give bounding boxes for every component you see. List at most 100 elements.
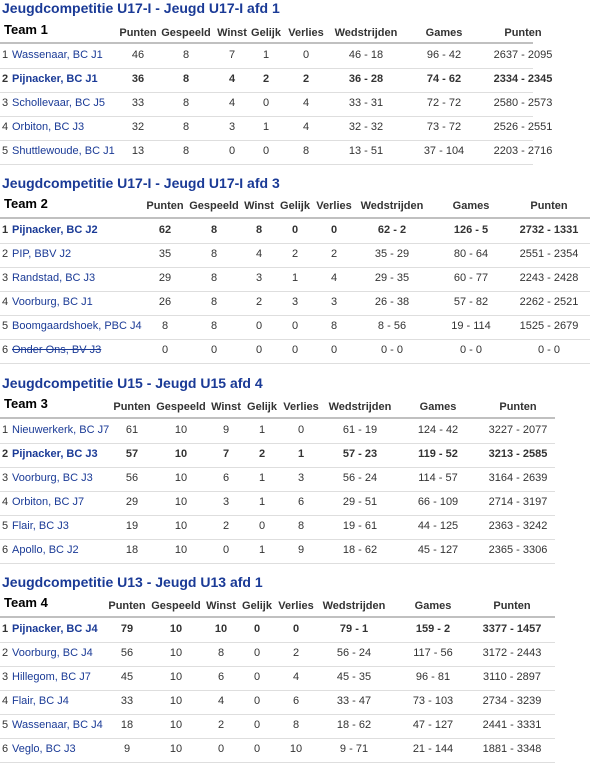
- cell-punten-score: 2243 - 2428: [519, 272, 579, 284]
- cell-gespeeld: 8: [182, 97, 190, 109]
- cell-winst: 2: [255, 296, 263, 308]
- table-row: 3 Voorburg, BC J3 56 10 6 1 3 56 - 24 11…: [0, 467, 555, 492]
- cell-gelijk: 0: [291, 320, 299, 332]
- position: 5: [2, 145, 9, 157]
- team-link[interactable]: Flair, BC J3: [12, 520, 69, 532]
- team-link[interactable]: Pijnacker, BC J1: [12, 73, 98, 85]
- header-verlies: Verlies: [283, 401, 319, 413]
- cell-winst: 2: [217, 719, 225, 731]
- team-link[interactable]: Voorburg, BC J3: [12, 472, 93, 484]
- cell-gelijk: 0: [253, 647, 261, 659]
- cell-punten-score: 2580 - 2573: [493, 97, 553, 109]
- cell-punten: 9: [123, 743, 131, 755]
- team-link[interactable]: Pijnacker, BC J3: [12, 448, 98, 460]
- table-row: 6 Apollo, BC J2 18 10 0 1 9 18 - 62 45 -…: [0, 539, 555, 564]
- team-link[interactable]: Apollo, BC J2: [12, 544, 79, 556]
- cell-wedstrijden: 62 - 2: [377, 224, 407, 236]
- header-gespeeld: Gespeeld: [156, 401, 206, 413]
- position: 1: [2, 224, 9, 236]
- cell-punten-score: 3227 - 2077: [488, 424, 548, 436]
- team-link[interactable]: Orbiton, BC J7: [12, 496, 85, 508]
- cell-verlies: 4: [302, 121, 310, 133]
- team-link[interactable]: Orbiton, BC J3: [12, 121, 85, 133]
- cell-punten-score: 2732 - 1331: [519, 224, 579, 236]
- cell-gespeeld: 10: [174, 544, 188, 556]
- competition-title[interactable]: Jeugdcompetitie U17-I - Jeugd U17-I afd …: [2, 175, 280, 191]
- cell-punten-score: 3377 - 1457: [482, 623, 542, 635]
- cell-games: 73 - 103: [412, 695, 454, 707]
- team-link[interactable]: Veglo, BC J3: [12, 743, 76, 755]
- cell-gespeeld: 8: [182, 73, 190, 85]
- team-link[interactable]: Wassenaar, BC J1: [12, 49, 103, 61]
- cell-gespeeld: 10: [169, 671, 183, 683]
- cell-wedstrijden: 33 - 31: [348, 97, 384, 109]
- table-row: 4 Flair, BC J4 33 10 4 0 6 33 - 47 73 - …: [0, 690, 555, 715]
- position: 1: [2, 49, 9, 61]
- cell-punten: 0: [161, 344, 169, 356]
- cell-winst: 7: [228, 49, 236, 61]
- cell-wedstrijden: 29 - 35: [374, 272, 410, 284]
- cell-punten: 33: [120, 695, 134, 707]
- cell-wedstrijden: 0 - 0: [380, 344, 404, 356]
- team-link[interactable]: Boomgaardshoek, PBC J4: [12, 320, 142, 332]
- team-label: Team 1: [4, 22, 48, 37]
- cell-winst: 4: [228, 97, 236, 109]
- cell-gelijk: 0: [253, 623, 261, 635]
- team-link[interactable]: Hillegom, BC J7: [12, 671, 91, 683]
- cell-wedstrijden: 32 - 32: [348, 121, 384, 133]
- cell-gespeeld: 10: [169, 647, 183, 659]
- team-link[interactable]: Nieuwerkerk, BC J7: [12, 424, 110, 436]
- cell-punten: 36: [131, 73, 145, 85]
- cell-games: 126 - 5: [453, 224, 489, 236]
- team-link[interactable]: Randstad, BC J3: [12, 272, 96, 284]
- position: 2: [2, 647, 9, 659]
- team-link[interactable]: Shuttlewoude, BC J1: [12, 145, 115, 157]
- team-link[interactable]: Wassenaar, BC J4: [12, 719, 103, 731]
- cell-games: 72 - 72: [426, 97, 462, 109]
- team-link[interactable]: Voorburg, BC J4: [12, 647, 93, 659]
- cell-gelijk: 2: [258, 448, 266, 460]
- cell-gelijk: 0: [258, 520, 266, 532]
- position: 2: [2, 448, 9, 460]
- competition-title[interactable]: Jeugdcompetitie U17-I - Jeugd U17-I afd …: [2, 0, 280, 16]
- competition-title[interactable]: Jeugdcompetitie U13 - Jeugd U13 afd 1: [2, 574, 263, 590]
- cell-punten-score: 2441 - 3331: [482, 719, 542, 731]
- cell-gelijk: 0: [253, 695, 261, 707]
- position: 4: [2, 121, 9, 133]
- cell-gelijk: 0: [253, 743, 261, 755]
- team-link[interactable]: Pijnacker, BC J4: [12, 623, 98, 635]
- team-link[interactable]: PIP, BBV J2: [12, 248, 72, 260]
- team-link[interactable]: Pijnacker, BC J2: [12, 224, 98, 236]
- cell-punten-score: 2637 - 2095: [493, 49, 553, 61]
- cell-winst: 4: [217, 695, 225, 707]
- cell-punten: 33: [131, 97, 145, 109]
- team-link[interactable]: Schollevaar, BC J5: [12, 97, 105, 109]
- cell-verlies: 8: [297, 520, 305, 532]
- cell-games: 124 - 42: [417, 424, 459, 436]
- cell-verlies: 0: [302, 49, 310, 61]
- cell-verlies: 3: [330, 296, 338, 308]
- cell-winst: 4: [228, 73, 236, 85]
- team-link[interactable]: Flair, BC J4: [12, 695, 69, 707]
- cell-games: 0 - 0: [459, 344, 483, 356]
- cell-wedstrijden: 56 - 24: [336, 647, 372, 659]
- header-games: Games: [419, 401, 457, 413]
- cell-games: 74 - 62: [426, 73, 462, 85]
- team-link[interactable]: Onder Ons, BV J3: [12, 344, 102, 356]
- team-link[interactable]: Voorburg, BC J1: [12, 296, 93, 308]
- header-games: Games: [425, 27, 463, 39]
- position: 4: [2, 496, 9, 508]
- cell-verlies: 0: [330, 224, 338, 236]
- header-punten-score: Punten: [530, 200, 568, 212]
- cell-punten-score: 2526 - 2551: [493, 121, 553, 133]
- cell-gelijk: 1: [262, 49, 270, 61]
- competition-title[interactable]: Jeugdcompetitie U15 - Jeugd U15 afd 4: [2, 375, 263, 391]
- cell-wedstrijden: 36 - 28: [348, 73, 384, 85]
- standings-section-4: Jeugdcompetitie U13 - Jeugd U13 afd 1 Te…: [0, 574, 593, 766]
- position: 2: [2, 73, 9, 85]
- cell-punten-score: 2262 - 2521: [519, 296, 579, 308]
- table-row: 2 Voorburg, BC J4 56 10 8 0 2 56 - 24 11…: [0, 642, 555, 667]
- cell-punten-score: 2365 - 3306: [488, 544, 548, 556]
- cell-games: 114 - 57: [418, 472, 458, 484]
- team-label: Team 4: [4, 595, 48, 610]
